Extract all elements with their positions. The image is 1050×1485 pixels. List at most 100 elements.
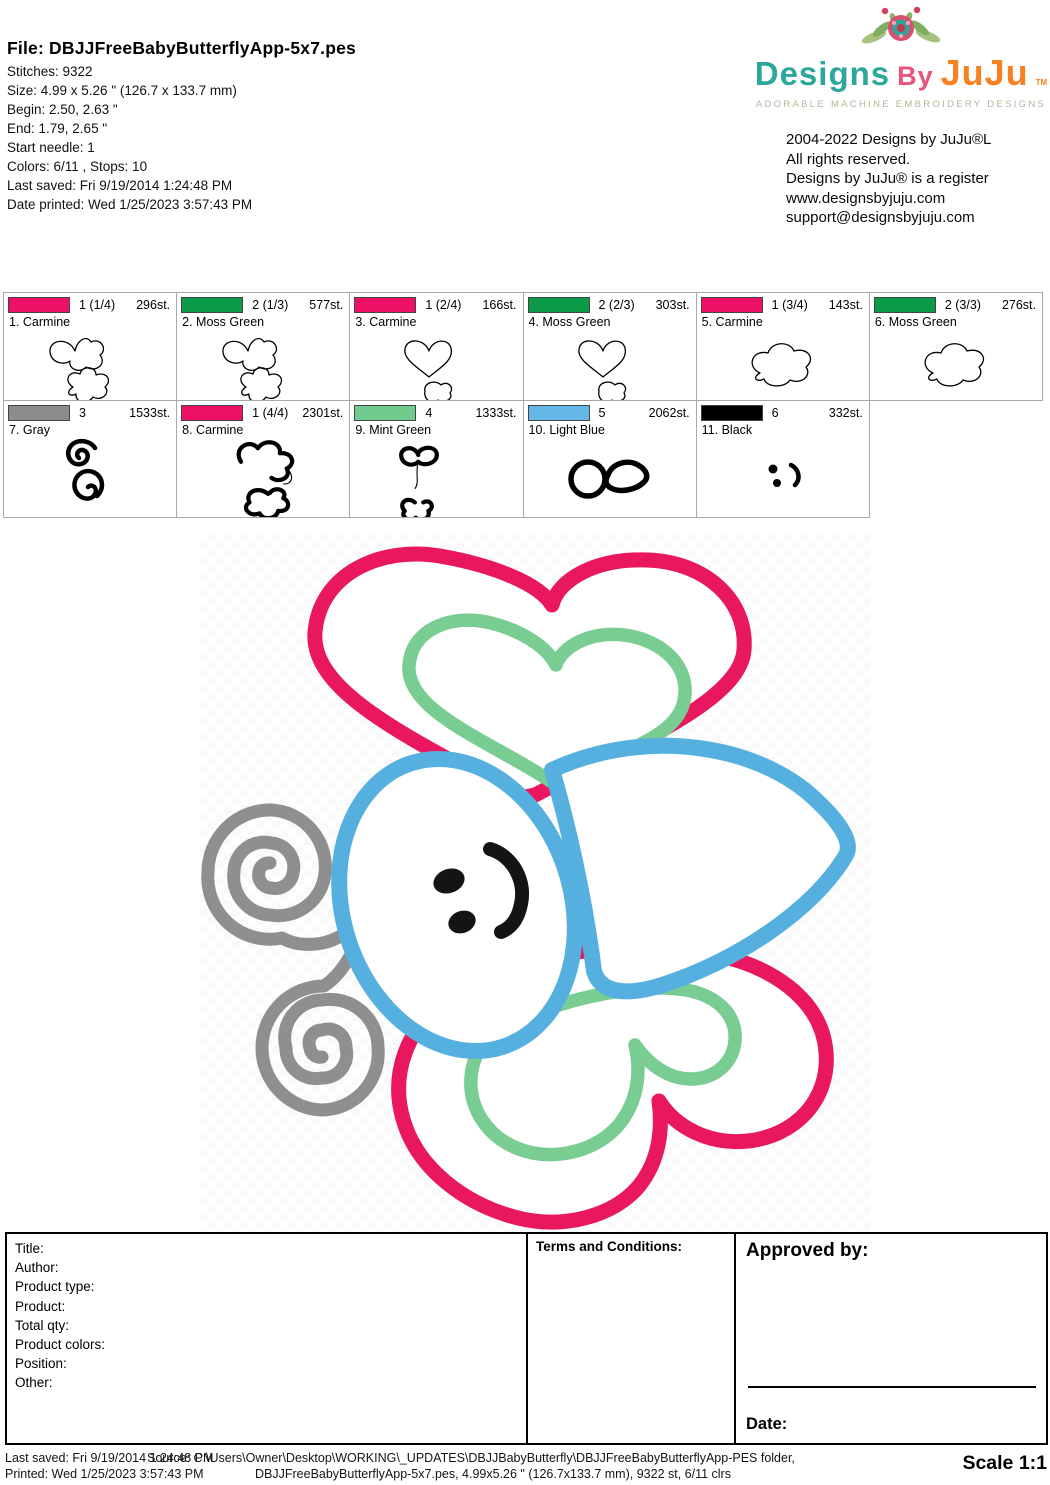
terms-and-conditions-label: Terms and Conditions:: [536, 1239, 683, 1254]
step-sequence: 3: [79, 406, 86, 420]
step-sequence: 5: [598, 406, 606, 420]
step-color-name: 1. Carmine: [9, 315, 71, 329]
step-sequence: 1 (4/4): [252, 406, 289, 420]
thread-step-cell-8: 1 (4/4) 2301st. 8. Carmine: [177, 401, 351, 518]
stitch-preview-sketch: [524, 329, 696, 400]
thread-steps-table: 1 (1/4) 296st. 1. Carmine 2 (1/3) 577st.…: [3, 292, 1043, 518]
field-product-colors: Product colors:: [15, 1337, 106, 1353]
step-color-name: 7. Gray: [9, 423, 50, 437]
step-stitch-count: 296st.: [136, 298, 171, 312]
info-stitches: Stitches: 9322: [7, 64, 93, 79]
thread-color-swatch: [181, 297, 244, 313]
step-color-name: 4. Moss Green: [528, 315, 611, 329]
brand-wordmark: Designs By JuJu TM: [752, 52, 1050, 94]
info-date-printed: Date printed: Wed 1/25/2023 3:57:43 PM: [7, 197, 253, 212]
step-color-name: 8. Carmine: [182, 423, 244, 437]
field-other: Other:: [15, 1375, 53, 1391]
thread-color-swatch: [181, 405, 244, 421]
stitch-preview-sketch: [350, 329, 522, 400]
thread-color-swatch: [700, 405, 763, 421]
thread-step-cell-5: 1 (3/4) 143st. 5. Carmine: [696, 293, 870, 401]
field-title: Title:: [15, 1241, 44, 1256]
wordmark-juju: JuJu: [940, 52, 1029, 93]
step-stitch-count: 2062st.: [648, 406, 690, 420]
thread-color-swatch: [700, 297, 763, 313]
footer-last-saved: Last saved: Fri 9/19/2014 1:24:48 PM: [5, 1451, 214, 1465]
wordmark-by: By: [897, 61, 934, 91]
wordmark-designs: Designs: [754, 55, 891, 92]
thread-step-cell-3: 1 (2/4) 166st. 3. Carmine: [350, 293, 524, 401]
step-stitch-count: 143st.: [828, 298, 863, 312]
thread-step-cell-empty: [870, 401, 1043, 518]
step-color-name: 9. Mint Green: [355, 423, 432, 437]
copyright-rights: All rights reserved.: [786, 150, 911, 168]
copyright-email: support@designsbyjuju.com: [786, 209, 975, 226]
brand-tagline: ADORABLE MACHINE EMBROIDERY DESIGNS: [755, 98, 1047, 110]
thread-step-cell-10: 5 2062st. 10. Light Blue: [523, 401, 697, 518]
step-stitch-count: 332st.: [828, 406, 863, 420]
step-sequence: 2 (3/3): [944, 298, 981, 312]
stitch-preview-sketch: [524, 437, 696, 517]
brand-block: Designs By JuJu TM ADORABLE MACHINE EMBR…: [752, 2, 1050, 110]
thread-step-cell-1: 1 (1/4) 296st. 1. Carmine: [4, 293, 178, 401]
copyright-block: 2004-2022 Designs by JuJu®L All rights r…: [786, 130, 1050, 228]
thread-color-swatch: [527, 405, 590, 421]
step-stitch-count: 166st.: [482, 298, 517, 312]
file-title: File: DBJJFreeBabyButterflyApp-5x7.pes: [7, 38, 356, 58]
step-stitch-count: 303st.: [655, 298, 690, 312]
stitch-preview-sketch: [4, 437, 176, 517]
footer-source-path: Source: C:\Users\Owner\Desktop\WORKING\_…: [147, 1451, 795, 1465]
step-stitch-count: 276st.: [1001, 298, 1036, 312]
order-details-cell: Title: Author: Product type: Product: To…: [7, 1234, 528, 1443]
info-begin: Begin: 2.50, 2.63 ": [7, 102, 118, 117]
thread-color-swatch: [873, 297, 936, 313]
stitch-preview-sketch: [697, 329, 869, 400]
signature-line: [748, 1386, 1036, 1388]
info-size: Size: 4.99 x 5.26 " (126.7 x 133.7 mm): [7, 83, 237, 98]
footer-scale-label: Scale 1:1: [962, 1452, 1047, 1474]
butterfly-applique-graphic: [201, 546, 856, 1230]
thread-step-cell-11: 6 332st. 11. Black: [696, 401, 870, 518]
terms-cell: Terms and Conditions:: [528, 1234, 736, 1443]
info-start-needle: Start needle: 1: [7, 140, 95, 155]
thread-color-swatch: [354, 405, 417, 421]
thread-color-swatch: [354, 297, 417, 313]
stitch-preview-sketch: [350, 437, 522, 517]
step-color-name: 11. Black: [701, 423, 753, 437]
thread-step-cell-2: 2 (1/3) 577st. 2. Moss Green: [177, 293, 351, 401]
thread-color-swatch: [8, 297, 70, 313]
step-color-name: 2. Moss Green: [182, 315, 265, 329]
wordmark-trademark: TM: [1035, 78, 1048, 87]
step-color-name: 10. Light Blue: [528, 423, 605, 437]
flower-bouquet-icon: [861, 6, 941, 44]
step-color-name: 3. Carmine: [355, 315, 417, 329]
step-stitch-count: 2301st.: [302, 406, 344, 420]
step-stitch-count: 1533st.: [129, 406, 171, 420]
field-product-type: Product type:: [15, 1279, 95, 1295]
field-author: Author:: [15, 1260, 59, 1276]
footer-printed: Printed: Wed 1/25/2023 3:57:43 PM: [5, 1467, 204, 1481]
stitch-preview-sketch: [4, 329, 176, 400]
field-position: Position:: [15, 1356, 67, 1372]
thread-step-cell-7: 3 1533st. 7. Gray: [4, 401, 178, 518]
stitch-preview-sketch: [697, 437, 869, 517]
order-form-table: Title: Author: Product type: Product: To…: [5, 1232, 1048, 1445]
info-last-saved: Last saved: Fri 9/19/2014 1:24:48 PM: [7, 178, 233, 193]
step-sequence: 4: [425, 406, 433, 420]
footer-file-summary: DBJJFreeBabyButterflyApp-5x7.pes, 4.99x5…: [255, 1467, 731, 1481]
thread-step-cell-6: 2 (3/3) 276st. 6. Moss Green: [869, 293, 1043, 401]
approved-by-label: Approved by:: [746, 1240, 869, 1261]
step-sequence: 6: [771, 406, 779, 420]
stitch-preview-sketch: [177, 437, 349, 517]
info-end: End: 1.79, 2.65 ": [7, 121, 108, 136]
copyright-registered: Designs by JuJu® is a register: [786, 170, 989, 187]
thread-color-swatch: [8, 405, 70, 421]
step-sequence: 1 (3/4): [771, 298, 808, 312]
stitch-preview-sketch: [870, 329, 1042, 400]
file-info-block: File: DBJJFreeBabyButterflyApp-5x7.pes S…: [7, 38, 477, 214]
step-color-name: 6. Moss Green: [874, 315, 957, 329]
step-sequence: 2 (2/3): [598, 298, 635, 312]
info-colors-stops: Colors: 6/11 , Stops: 10: [7, 159, 148, 174]
step-stitch-count: 1333st.: [475, 406, 517, 420]
